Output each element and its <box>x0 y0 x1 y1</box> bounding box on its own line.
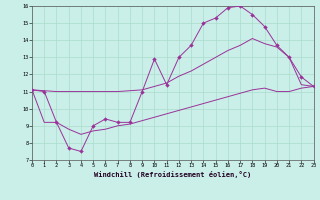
X-axis label: Windchill (Refroidissement éolien,°C): Windchill (Refroidissement éolien,°C) <box>94 171 252 178</box>
